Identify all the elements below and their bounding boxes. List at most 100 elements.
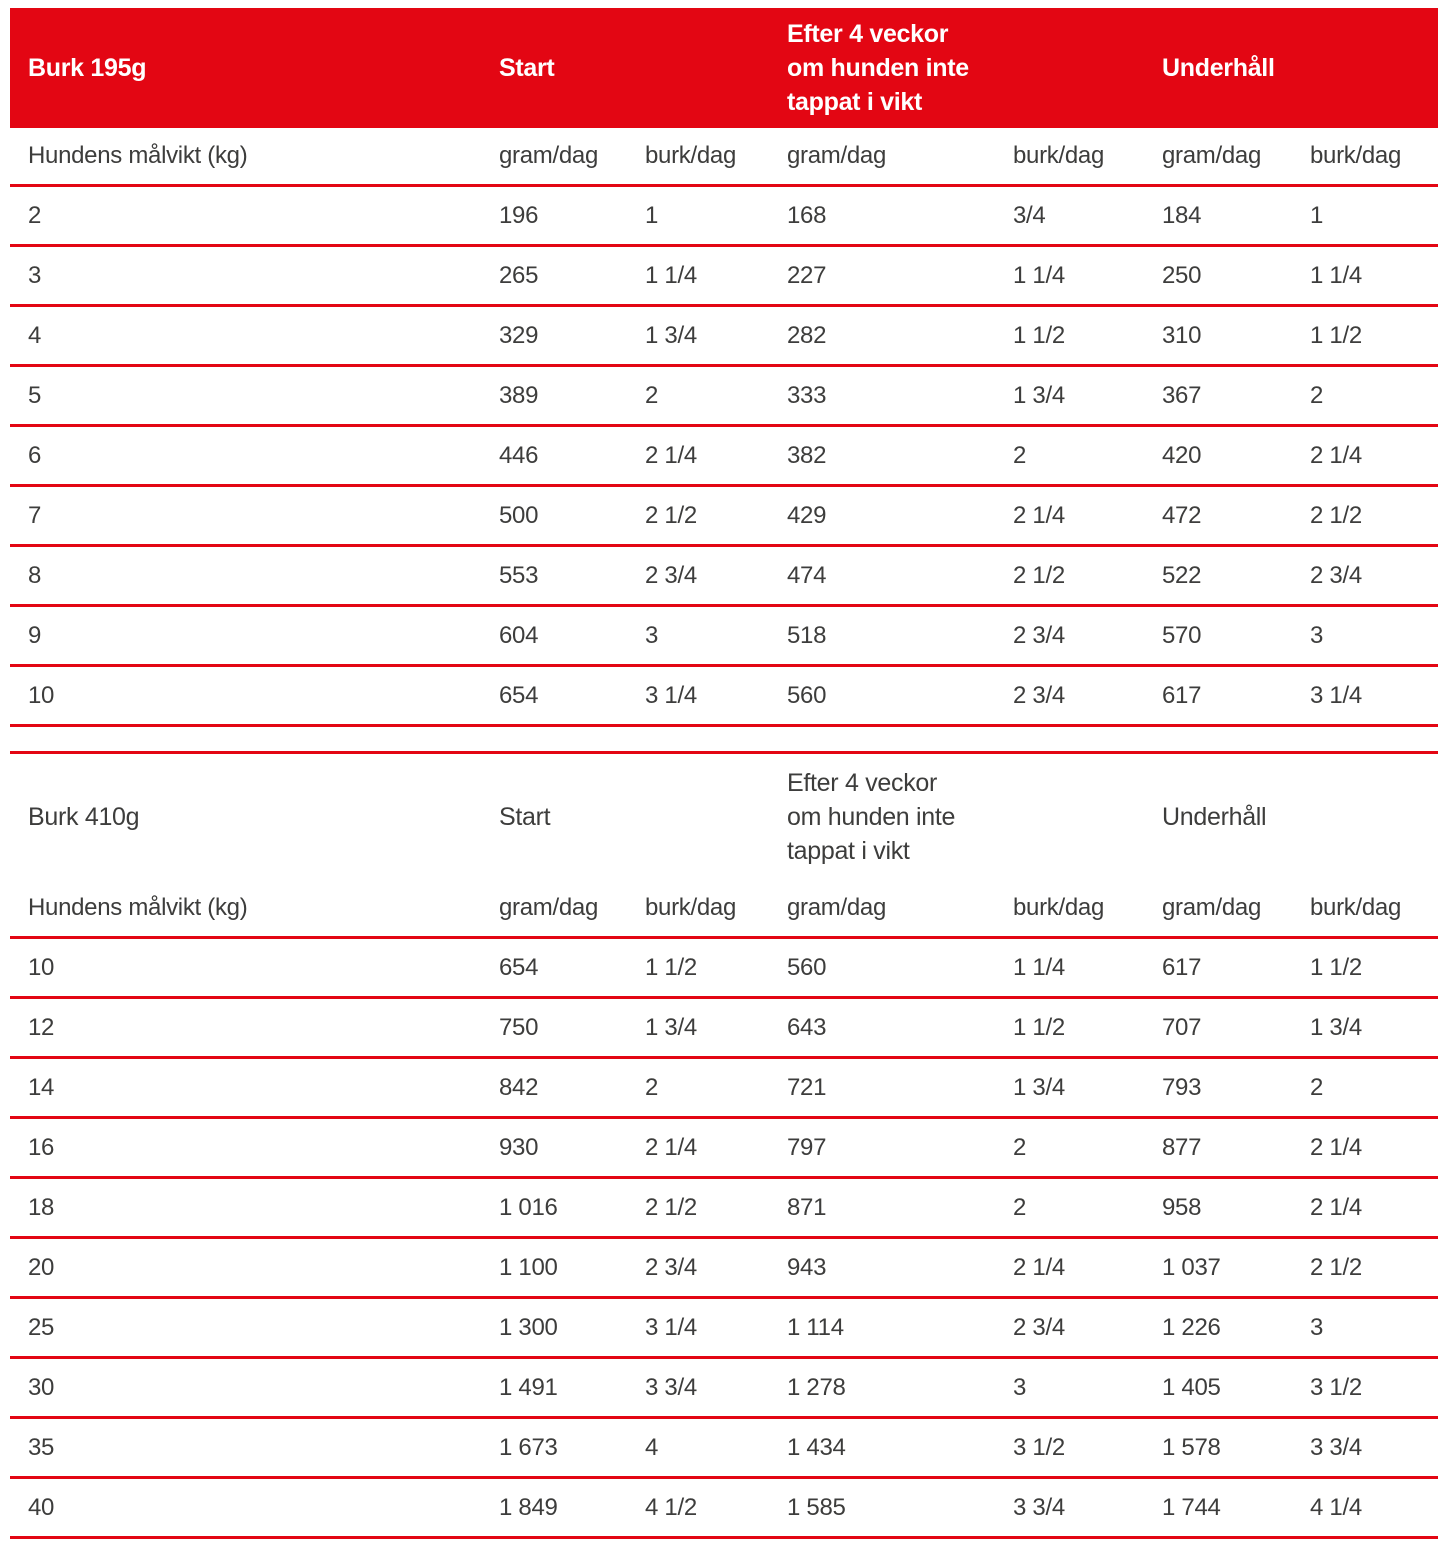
weight-cell: 3 xyxy=(28,261,42,289)
weight-column-header: Hundens målvikt (kg) xyxy=(28,894,248,921)
value-cell: 3 xyxy=(1310,1313,1324,1341)
table-row: 16 930 2 1/4 797 2 877 2 1/4 xyxy=(10,1119,1438,1179)
value-cell: 1 491 xyxy=(499,1373,558,1401)
value-cell: 3 xyxy=(645,621,659,649)
weight-cell: 18 xyxy=(28,1193,55,1221)
value-cell: 3 1/4 xyxy=(1310,681,1362,709)
value-cell: 1 100 xyxy=(499,1253,558,1281)
value-cell: 3 1/2 xyxy=(1310,1373,1362,1401)
weight-cell: 12 xyxy=(28,1013,55,1041)
value-cell: 1 1/4 xyxy=(1310,261,1362,289)
value-cell: 2 1/4 xyxy=(1310,441,1362,469)
column-group-maintenance: Underhåll xyxy=(1162,802,1267,831)
value-cell: 472 xyxy=(1162,501,1202,529)
feeding-table-410g: Burk 410g Start Efter 4 veckor om hunden… xyxy=(10,754,1438,1539)
value-cell: 282 xyxy=(787,321,827,349)
value-cell: 2 xyxy=(1013,1133,1027,1161)
value-cell: 2 3/4 xyxy=(645,561,697,589)
unit-header: burk/dag xyxy=(1310,142,1401,169)
unit-header: gram/dag xyxy=(499,142,598,169)
value-cell: 643 xyxy=(787,1013,827,1041)
table-separator xyxy=(10,727,1438,754)
unit-header: gram/dag xyxy=(1162,894,1261,921)
value-cell: 265 xyxy=(499,261,539,289)
value-cell: 1 673 xyxy=(499,1433,558,1461)
table-title: Burk 410g xyxy=(28,802,140,831)
after-line-1: Efter 4 veckor xyxy=(787,20,949,48)
subheader-row-195g: Hundens målvikt (kg) gram/dag burk/dag g… xyxy=(10,128,1438,187)
value-cell: 2 1/2 xyxy=(1310,501,1362,529)
weight-cell: 20 xyxy=(28,1253,55,1281)
value-cell: 3 3/4 xyxy=(1310,1433,1362,1461)
table-row: 10 654 1 1/2 560 1 1/4 617 1 1/2 xyxy=(10,939,1438,999)
unit-header: burk/dag xyxy=(1013,142,1104,169)
value-cell: 2 3/4 xyxy=(1310,561,1362,589)
after-line-3: tappat i vikt xyxy=(787,88,923,116)
value-cell: 4 xyxy=(645,1433,659,1461)
value-cell: 4 1/4 xyxy=(1310,1493,1362,1521)
weight-cell: 8 xyxy=(28,561,42,589)
value-cell: 1 1/4 xyxy=(1013,261,1065,289)
weight-cell: 25 xyxy=(28,1313,55,1341)
feeding-table-195g: Burk 195g Start Efter 4 veckor om hunden… xyxy=(10,8,1438,727)
table-row: 10 654 3 1/4 560 2 3/4 617 3 1/4 xyxy=(10,667,1438,727)
after-line-3: tappat i vikt xyxy=(787,837,910,865)
value-cell: 707 xyxy=(1162,1013,1202,1041)
weight-cell: 6 xyxy=(28,441,42,469)
unit-header: burk/dag xyxy=(1013,894,1104,921)
value-cell: 793 xyxy=(1162,1073,1202,1101)
table-body-410g: 10 654 1 1/2 560 1 1/4 617 1 1/2 12 750 1 3/4 643 1… xyxy=(10,939,1438,1539)
value-cell: 3 xyxy=(1013,1373,1027,1401)
value-cell: 3 1/4 xyxy=(645,681,697,709)
table-row: 30 1 491 3 3/4 1 278 3 1 405 3 1/2 xyxy=(10,1359,1438,1419)
weight-cell: 4 xyxy=(28,321,42,349)
value-cell: 522 xyxy=(1162,561,1202,589)
value-cell: 420 xyxy=(1162,441,1202,469)
unit-header: gram/dag xyxy=(787,894,886,921)
column-group-maintenance: Underhåll xyxy=(1162,53,1275,82)
value-cell: 3 xyxy=(1310,621,1324,649)
value-cell: 333 xyxy=(787,381,827,409)
value-cell: 474 xyxy=(787,561,827,589)
value-cell: 560 xyxy=(787,681,827,709)
table-body-195g: 2 196 1 168 3/4 184 1 3 265 1 1/4 227 1 1/4 250 1 1/4… xyxy=(10,187,1438,727)
value-cell: 2 xyxy=(1013,1193,1027,1221)
table-row: 35 1 673 4 1 434 3 1/2 1 578 3 3/4 xyxy=(10,1419,1438,1479)
weight-cell: 5 xyxy=(28,381,42,409)
value-cell: 1 1/2 xyxy=(1013,1013,1065,1041)
value-cell: 1 1/2 xyxy=(1013,321,1065,349)
value-cell: 1 3/4 xyxy=(645,321,697,349)
value-cell: 2 1/4 xyxy=(1013,501,1065,529)
table-row: 20 1 100 2 3/4 943 2 1/4 1 037 2 1/2 xyxy=(10,1239,1438,1299)
value-cell: 1 1/2 xyxy=(1310,321,1362,349)
value-cell: 797 xyxy=(787,1133,827,1161)
value-cell: 1 226 xyxy=(1162,1313,1221,1341)
value-cell: 721 xyxy=(787,1073,827,1101)
value-cell: 2 3/4 xyxy=(1013,621,1065,649)
after-line-2: om hunden inte xyxy=(787,803,956,831)
table-title: Burk 195g xyxy=(28,53,147,82)
value-cell: 1 xyxy=(645,201,659,229)
value-cell: 3 3/4 xyxy=(1013,1493,1065,1521)
weight-cell: 14 xyxy=(28,1073,55,1101)
value-cell: 518 xyxy=(787,621,827,649)
unit-header: gram/dag xyxy=(499,894,598,921)
value-cell: 654 xyxy=(499,953,539,981)
value-cell: 329 xyxy=(499,321,539,349)
value-cell: 500 xyxy=(499,501,539,529)
table-row: 12 750 1 3/4 643 1 1/2 707 1 3/4 xyxy=(10,999,1438,1059)
table-row: 9 604 3 518 2 3/4 570 3 xyxy=(10,607,1438,667)
value-cell: 429 xyxy=(787,501,827,529)
value-cell: 1 1/2 xyxy=(645,953,697,981)
value-cell: 1 114 xyxy=(787,1313,844,1341)
subheader-row-410g: Hundens målvikt (kg) gram/dag burk/dag g… xyxy=(10,880,1438,939)
column-group-after-4-weeks: Efter 4 veckor om hunden inte tappat i v… xyxy=(787,766,1013,868)
value-cell: 3 1/4 xyxy=(645,1313,697,1341)
table-row: 40 1 849 4 1/2 1 585 3 3/4 1 744 4 1/4 xyxy=(10,1479,1438,1539)
table-row: 18 1 016 2 1/2 871 2 958 2 1/4 xyxy=(10,1179,1438,1239)
value-cell: 1 1/4 xyxy=(1013,953,1065,981)
value-cell: 389 xyxy=(499,381,539,409)
value-cell: 2 3/4 xyxy=(645,1253,697,1281)
value-cell: 2 xyxy=(1310,381,1324,409)
value-cell: 382 xyxy=(787,441,827,469)
